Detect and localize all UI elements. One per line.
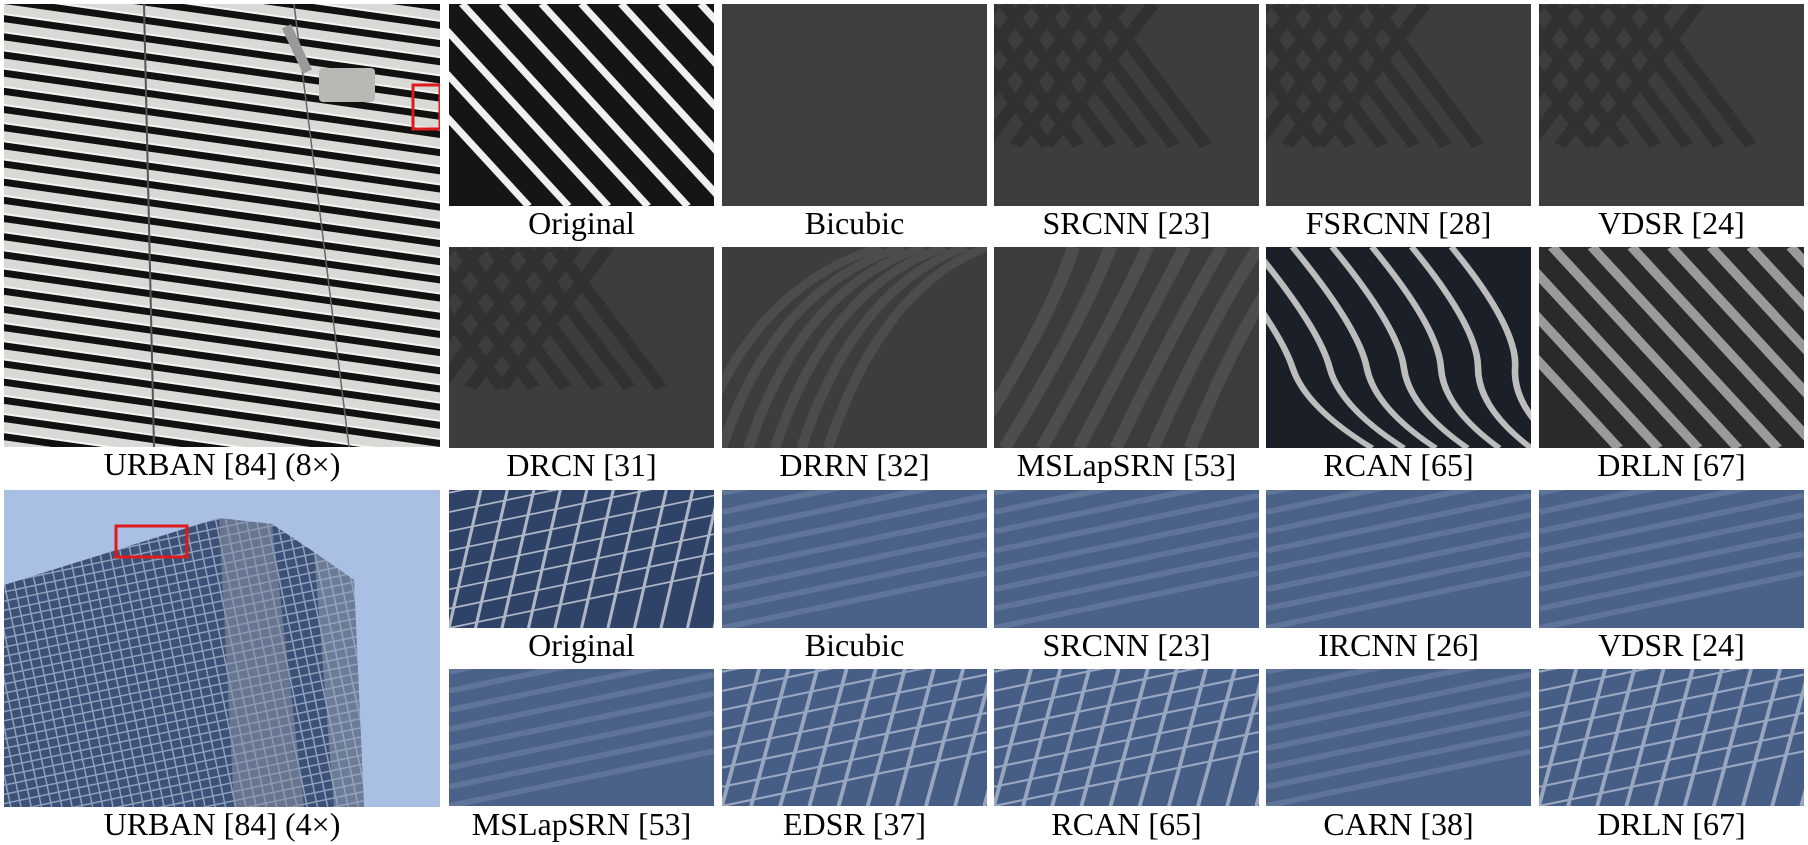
crop-image bbox=[722, 4, 987, 206]
crop-2-6 bbox=[722, 669, 987, 806]
crop-image bbox=[994, 669, 1259, 806]
crop-label: DRRN [32] bbox=[779, 447, 930, 483]
crop-image bbox=[1539, 247, 1804, 448]
urban-8x-main-image bbox=[4, 4, 440, 447]
scene1-caption: URBAN [84] (8×) bbox=[103, 446, 341, 482]
crop-1-7 bbox=[994, 247, 1259, 448]
crop-2-9 bbox=[1539, 669, 1804, 806]
crop-image bbox=[722, 490, 987, 628]
crop-label: DRLN [67] bbox=[1597, 447, 1746, 483]
crop-image bbox=[722, 247, 987, 448]
crop-2-0 bbox=[449, 490, 714, 628]
crop-2-1 bbox=[722, 490, 987, 628]
crop-image bbox=[1266, 4, 1531, 206]
crop-label: RCAN [65] bbox=[1323, 447, 1474, 483]
crop-2-3 bbox=[1266, 490, 1531, 628]
crop-1-8 bbox=[1266, 247, 1531, 448]
crop-label: IRCNN [26] bbox=[1318, 627, 1479, 663]
crop-label: Original bbox=[528, 205, 635, 241]
crop-2-8 bbox=[1266, 669, 1531, 806]
crop-1-1 bbox=[722, 4, 987, 206]
crop-label: SRCNN [23] bbox=[1042, 627, 1211, 663]
scene2-caption: URBAN [84] (4×) bbox=[103, 806, 341, 842]
crop-label: Bicubic bbox=[804, 205, 905, 241]
crop-label: DRCN [31] bbox=[506, 447, 657, 483]
crop-label: MSLapSRN [53] bbox=[471, 806, 692, 842]
crop-1-3 bbox=[1266, 4, 1531, 206]
crop-image bbox=[449, 490, 714, 628]
crop-1-9 bbox=[1539, 247, 1804, 448]
crop-image bbox=[1266, 669, 1531, 806]
building-photo bbox=[4, 490, 440, 807]
crop-label: Original bbox=[528, 627, 635, 663]
crop-label: DRLN [67] bbox=[1597, 806, 1746, 842]
crop-label: CARN [38] bbox=[1323, 806, 1474, 842]
crop-image bbox=[1539, 4, 1804, 206]
crop-label: Bicubic bbox=[804, 627, 905, 663]
crop-1-5 bbox=[449, 247, 714, 448]
crop-2-2 bbox=[994, 490, 1259, 628]
crop-image bbox=[994, 4, 1259, 206]
crop-2-4 bbox=[1539, 490, 1804, 628]
crop-label: EDSR [37] bbox=[782, 806, 927, 842]
crop-label: VDSR [24] bbox=[1598, 627, 1745, 663]
crop-label: MSLapSRN [53] bbox=[1016, 447, 1237, 483]
crop-image bbox=[449, 247, 714, 448]
crop-image bbox=[994, 247, 1259, 448]
crop-image bbox=[1266, 247, 1531, 448]
crop-image bbox=[449, 669, 714, 806]
blinds-photo bbox=[4, 4, 440, 447]
crop-2-7 bbox=[994, 669, 1259, 806]
crop-image bbox=[722, 669, 987, 806]
crop-label: FSRCNN [28] bbox=[1305, 205, 1492, 241]
crop-2-5 bbox=[449, 669, 714, 806]
highlight-box bbox=[411, 83, 440, 131]
crop-image bbox=[1539, 490, 1804, 628]
crop-1-6 bbox=[722, 247, 987, 448]
camera-mount bbox=[281, 24, 375, 102]
urban-4x-main-image bbox=[4, 490, 440, 807]
crop-1-0 bbox=[449, 4, 714, 206]
crop-image bbox=[449, 4, 714, 206]
crop-1-4 bbox=[1539, 4, 1804, 206]
crop-image bbox=[1539, 669, 1804, 806]
crop-label: VDSR [24] bbox=[1598, 205, 1745, 241]
crop-image bbox=[994, 490, 1259, 628]
crop-1-2 bbox=[994, 4, 1259, 206]
highlight-box bbox=[114, 524, 189, 559]
crop-image bbox=[1266, 490, 1531, 628]
crop-label: RCAN [65] bbox=[1051, 806, 1202, 842]
crop-label: SRCNN [23] bbox=[1042, 205, 1211, 241]
